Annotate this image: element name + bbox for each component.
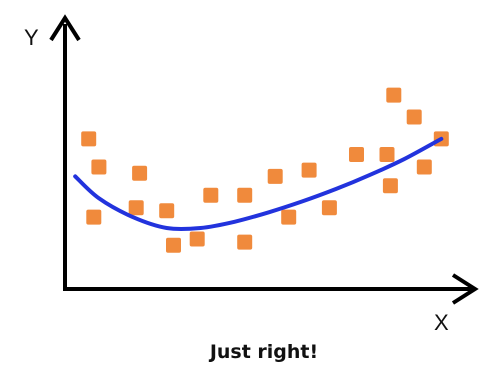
data-point-8: [189, 231, 205, 247]
data-point-5: [128, 200, 144, 216]
data-point-12: [267, 168, 283, 184]
chart-caption: Just right!: [208, 341, 318, 363]
data-point-17: [379, 147, 395, 162]
data-point-13: [281, 209, 297, 225]
data-point-11: [237, 234, 253, 250]
data-point-14: [301, 162, 317, 178]
data-point-20: [406, 109, 422, 125]
fit-curve: [73, 136, 444, 232]
x-axis-label: X: [434, 310, 449, 335]
x-axis-arrowhead: [451, 273, 479, 305]
points-layer: [81, 87, 449, 253]
data-point-10: [237, 187, 253, 203]
data-point-16: [349, 147, 364, 162]
data-point-2: [91, 159, 107, 175]
y-axis-arrowhead: [49, 14, 81, 42]
data-point-4: [132, 165, 148, 181]
y-axis-label: Y: [24, 25, 39, 50]
data-point-9: [203, 187, 219, 203]
data-point-7: [166, 237, 181, 253]
data-point-6: [159, 203, 175, 219]
data-point-1: [81, 131, 97, 147]
data-point-18: [382, 178, 398, 194]
data-point-21: [416, 159, 432, 175]
data-point-3: [86, 209, 102, 225]
data-point-19: [386, 87, 402, 103]
data-point-15: [321, 200, 337, 216]
